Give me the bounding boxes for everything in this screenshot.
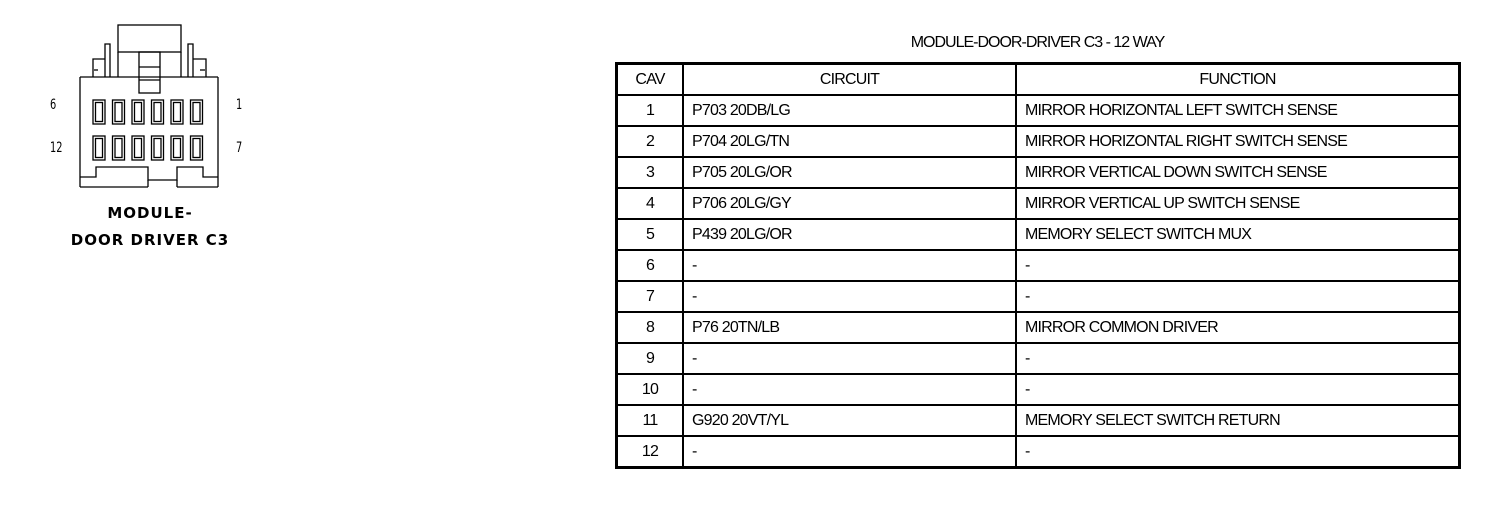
cavity <box>92 99 106 125</box>
cell-circuit: P703 20DB/LG <box>682 94 1017 127</box>
cavity <box>111 99 126 125</box>
cavity <box>111 135 126 161</box>
cell-circuit: - <box>682 435 1017 469</box>
header-cav: CAV <box>615 62 684 96</box>
cell-circuit: P439 20LG/OR <box>682 218 1017 251</box>
pin-label-7: 7 <box>236 140 243 156</box>
header-row: CAV CIRCUIT FUNCTION <box>615 62 1461 96</box>
cavity <box>153 137 162 159</box>
cavity <box>133 137 143 159</box>
cell-function: - <box>1015 249 1461 282</box>
table-row: 11 G920 20VT/YL MEMORY SELECT SWITCH RETUR… <box>615 404 1461 437</box>
cell-cav: 9 <box>615 342 684 375</box>
cavity <box>192 137 201 159</box>
cavity-grid <box>92 99 204 161</box>
pin-label-1: 1 <box>236 97 243 113</box>
cavity <box>153 101 162 123</box>
cavity <box>114 137 123 159</box>
table-row: 2 P704 20LG/TN MIRROR HORIZONTAL RIGHT SWI… <box>615 125 1461 158</box>
table-row: 6-- <box>615 249 1461 282</box>
cell-circuit: G920 20VT/YL <box>682 404 1017 437</box>
cell-function: - <box>1015 373 1461 406</box>
cell-cav: 4 <box>615 187 684 220</box>
table-row: 4 P706 20LG/GY MIRROR VERTICAL UP SWITCH S… <box>615 187 1461 220</box>
cavity <box>172 137 182 159</box>
cavity <box>172 101 182 123</box>
cavity <box>133 101 143 123</box>
cell-circuit: - <box>682 249 1017 282</box>
cell-cav: 6 <box>615 249 684 282</box>
cell-cav: 7 <box>615 280 684 313</box>
table-row: 3 P705 20LG/OR MIRROR VERTICAL DOWN SWITCH… <box>615 156 1461 189</box>
cell-cav: 11 <box>615 404 684 437</box>
cell-circuit: P706 20LG/GY <box>682 187 1017 220</box>
cell-function: MIRROR VERTICAL DOWN SWITCH SENSE <box>1015 156 1461 189</box>
cell-circuit: - <box>682 280 1017 313</box>
cavity <box>170 135 184 161</box>
cell-circuit: - <box>682 373 1017 406</box>
table-row: 10- - <box>615 373 1461 406</box>
cavity <box>94 137 104 159</box>
cell-function: - <box>1015 435 1461 469</box>
cell-function: - <box>1015 280 1461 313</box>
cell-circuit: P704 20LG/TN <box>682 125 1017 158</box>
cell-function: MEMORY SELECT SWITCH RETURN <box>1015 404 1461 437</box>
cell-cav: 3 <box>615 156 684 189</box>
connector-body <box>79 24 219 188</box>
cavity <box>189 99 204 125</box>
cell-cav: 1 <box>615 94 684 127</box>
table-row: 7-- <box>615 280 1461 313</box>
cell-function: MIRROR COMMON DRIVER <box>1015 311 1461 344</box>
cavity <box>114 101 123 123</box>
cavity <box>131 135 145 161</box>
cell-circuit: P705 20LG/OR <box>682 156 1017 189</box>
connector-caption-line1: MODULE- <box>107 204 193 222</box>
cavity <box>170 99 184 125</box>
cell-cav: 12 <box>615 435 684 469</box>
pin-label-12: 12 <box>50 140 63 156</box>
cavity <box>131 99 145 125</box>
cell-function: MEMORY SELECT SWITCH MUX <box>1015 218 1461 251</box>
header-circuit: CIRCUIT <box>682 62 1017 96</box>
cavity <box>150 99 165 125</box>
cell-circuit: - <box>682 342 1017 375</box>
cavity <box>189 135 204 161</box>
cavity <box>92 135 106 161</box>
table-row: 5 P439 20LG/OR MEMORY SELECT SWITCH MUX <box>615 218 1461 251</box>
cell-circuit: P76 20TN/LB <box>682 311 1017 344</box>
cell-cav: 2 <box>615 125 684 158</box>
table-row: 12- - <box>615 435 1461 469</box>
table-row: 9-- <box>615 342 1461 375</box>
cell-cav: 10 <box>615 373 684 406</box>
cavity <box>94 101 104 123</box>
header-function: FUNCTION <box>1015 62 1461 96</box>
connector-diagram <box>79 24 219 188</box>
pinout-table: CAV CIRCUIT FUNCTION 1 P703 20DB/LG MIRROR… <box>615 62 1461 469</box>
cell-cav: 8 <box>615 311 684 344</box>
pin-label-6: 6 <box>50 97 57 113</box>
connector-caption-line2: DOOR DRIVER C3 <box>70 231 230 249</box>
table-row: 8 P76 20TN/LB MIRROR COMMON DRIVER <box>615 311 1461 344</box>
table-row: 1 P703 20DB/LG MIRROR HORIZONTAL LEFT SWIT… <box>615 94 1461 127</box>
cell-function: - <box>1015 342 1461 375</box>
cell-function: MIRROR HORIZONTAL LEFT SWITCH SENSE <box>1015 94 1461 127</box>
cavity <box>192 101 201 123</box>
cell-function: MIRROR HORIZONTAL RIGHT SWITCH SENSE <box>1015 125 1461 158</box>
cell-function: MIRROR VERTICAL UP SWITCH SENSE <box>1015 187 1461 220</box>
table-title: MODULE-DOOR-DRIVER C3 - 12 WAY <box>910 34 1166 51</box>
cavity <box>150 135 165 161</box>
cell-cav: 5 <box>615 218 684 251</box>
